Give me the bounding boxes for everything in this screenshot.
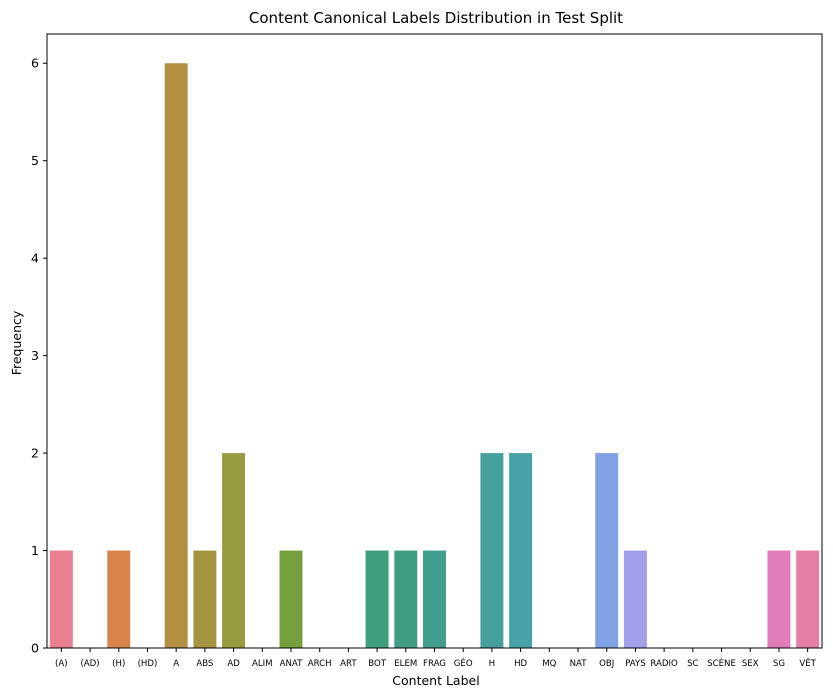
chart-title: Content Canonical Labels Distribution in… xyxy=(249,9,623,27)
x-tick-label: PAYS xyxy=(625,659,646,669)
x-tick-label: (H) xyxy=(112,659,125,669)
bar-hd xyxy=(509,453,533,648)
bar-anat xyxy=(279,550,303,648)
bar-frag xyxy=(423,550,446,648)
x-tick-label: HD xyxy=(514,659,527,669)
x-tick-label: ART xyxy=(340,659,357,669)
x-tick-label: (HD) xyxy=(138,659,158,669)
bar-pays xyxy=(623,550,647,648)
x-tick-label: H xyxy=(489,659,495,669)
x-tick-label: VÊT xyxy=(799,657,816,669)
bar-abs xyxy=(193,550,217,648)
x-tick-label: SG xyxy=(773,659,785,669)
x-tick-label: A xyxy=(173,659,179,669)
x-tick-label: SCÈNE xyxy=(707,657,736,669)
bar-a xyxy=(49,550,73,648)
x-tick-label: ALIM xyxy=(252,659,273,669)
x-tick-label: ARCH xyxy=(308,659,332,669)
x-tick-label: SC xyxy=(687,659,698,669)
x-tick-label: RADIO xyxy=(650,659,678,669)
y-tick-label: 2 xyxy=(31,446,39,461)
bar-elem xyxy=(394,550,418,648)
x-axis-label: Content Label xyxy=(392,673,479,688)
x-tick-label: ANAT xyxy=(280,659,304,669)
y-tick-label: 3 xyxy=(31,348,39,363)
x-tick-label: MQ xyxy=(542,659,556,669)
y-axis-ticks: 0 1 2 3 4 5 6 xyxy=(31,56,47,656)
x-tick-label: AD xyxy=(227,659,240,669)
bar-obj xyxy=(595,453,619,648)
bar-a xyxy=(164,63,188,648)
x-tick-label: (A) xyxy=(55,659,68,669)
y-tick-label: 0 xyxy=(31,641,39,656)
y-tick-label: 5 xyxy=(31,153,39,168)
bar-ad xyxy=(222,453,246,648)
x-tick-label: SEX xyxy=(742,659,759,669)
bar-vt xyxy=(796,550,820,648)
x-tick-label: ABS xyxy=(196,659,213,669)
bar-h xyxy=(480,453,504,648)
bars-group xyxy=(49,63,820,648)
x-tick-label: OBJ xyxy=(599,659,614,669)
x-tick-label: NAT xyxy=(570,659,588,669)
x-tick-label: BOT xyxy=(368,659,387,669)
x-tick-label: GÉO xyxy=(454,657,473,669)
y-tick-label: 4 xyxy=(31,251,39,266)
x-tick-label: (AD) xyxy=(80,659,99,669)
bar-h xyxy=(107,550,131,648)
bar-sg xyxy=(767,550,791,648)
x-tick-label: FRAG xyxy=(423,659,446,669)
y-tick-label: 1 xyxy=(31,543,39,558)
y-axis-label: Frequency xyxy=(9,310,24,375)
plot-frame xyxy=(46,33,823,649)
y-tick-label: 6 xyxy=(31,56,39,71)
x-axis-ticks: (A) (AD) (H) (HD) A ABS AD ALIM ANAT ARCH ART BOT EL… xyxy=(55,648,817,669)
bar-bot xyxy=(365,550,389,648)
x-tick-label: ELEM xyxy=(394,659,417,669)
